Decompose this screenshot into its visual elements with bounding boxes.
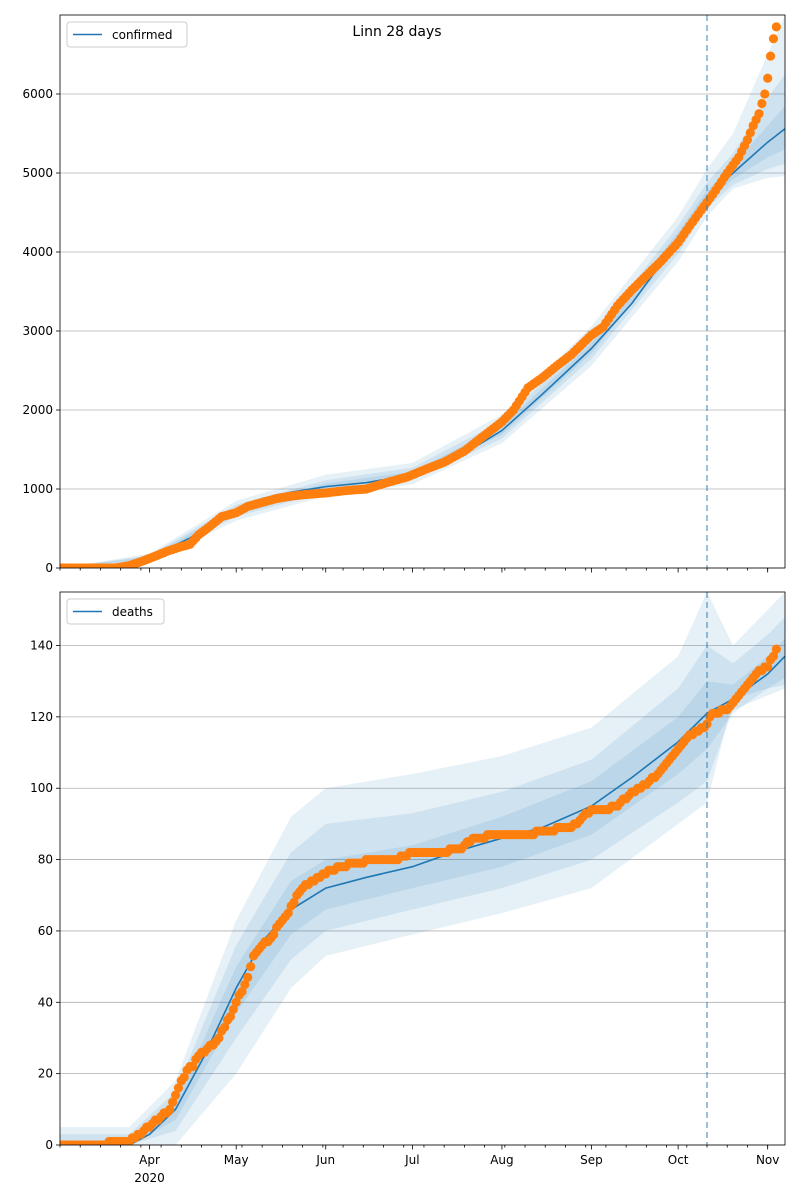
y-tick-label: 0	[45, 1138, 53, 1152]
y-tick-label: 4000	[22, 245, 53, 259]
observed-point	[168, 1097, 178, 1107]
x-tick-label: Jun	[315, 1153, 335, 1167]
x-tick-label: Apr	[139, 1153, 160, 1167]
y-tick-label: 0	[45, 561, 53, 575]
observed-point	[768, 34, 779, 44]
legend-box	[66, 21, 188, 48]
panel-deaths: 0 20 40 60 80 100 120 140 Apr May Jun Jul Aug Sep Oct N…	[30, 591, 786, 1185]
x-year-label: 2020	[134, 1171, 165, 1185]
observed-point	[754, 109, 764, 119]
chart-title: Linn 28 days	[352, 24, 441, 40]
observed-point	[246, 962, 256, 972]
observed-point	[283, 908, 293, 918]
uncertainty-band-3	[60, 105, 785, 568]
panel-confirmed: 0 1000 2000 3000 4000 5000 6000 confirmed	[22, 14, 786, 575]
plot-frame	[59, 591, 786, 1146]
observed-point	[170, 1090, 181, 1100]
x-tick-label: Jul	[404, 1153, 419, 1167]
legend-label: confirmed	[112, 28, 173, 42]
observed-point	[745, 128, 755, 138]
y-tick-label: 140	[30, 639, 53, 653]
y-tick-label: 3000	[22, 324, 53, 338]
observed-point	[231, 997, 241, 1007]
uncertainty-band-1	[60, 15, 785, 568]
observed-point	[220, 1022, 230, 1032]
y-tick-label: 120	[30, 710, 53, 724]
uncertainty-band-2	[60, 74, 785, 568]
observed-point	[742, 135, 753, 145]
observed-point	[760, 89, 770, 99]
observed-point	[771, 644, 781, 654]
uncertainty-band-3	[60, 638, 785, 1145]
observed-point	[763, 662, 773, 672]
x-tick-label: Oct	[668, 1153, 689, 1167]
y-tick-label: 6000	[22, 87, 53, 101]
observed-point	[763, 73, 773, 83]
plot-frame	[59, 14, 786, 569]
observed-point	[243, 972, 253, 982]
observed-point	[228, 1004, 238, 1015]
observed-point	[757, 98, 767, 109]
plot-data	[60, 592, 785, 1145]
x-tick-label: Nov	[756, 1153, 779, 1167]
y-tick-label: 2000	[22, 403, 53, 417]
y-tick-label: 1000	[22, 482, 53, 496]
observed-point	[771, 22, 781, 32]
legend-box	[66, 598, 165, 625]
y-tick-label: 100	[30, 781, 53, 795]
y-tick-label: 80	[38, 853, 53, 867]
observed-point	[225, 1011, 236, 1022]
observed-point	[179, 1072, 189, 1082]
y-tick-label: 5000	[22, 166, 53, 180]
uncertainty-band-2	[60, 616, 785, 1145]
observed-point	[165, 1104, 175, 1114]
observed-point	[768, 651, 779, 661]
observed-point	[269, 929, 279, 940]
y-tick-label: 60	[38, 924, 53, 938]
x-tick-label: Aug	[490, 1153, 513, 1167]
uncertainty-band-1	[60, 592, 785, 1145]
observed-point	[173, 1083, 184, 1093]
y-tick-label: 20	[38, 1067, 53, 1081]
observed-point	[188, 1061, 198, 1072]
legend: deaths	[66, 598, 165, 625]
legend: confirmed	[66, 21, 188, 48]
x-tick-label: May	[224, 1153, 249, 1167]
observed-point	[240, 979, 250, 990]
y-tick-label: 40	[38, 995, 53, 1009]
observed-point	[765, 51, 776, 61]
model-line	[60, 655, 785, 1145]
plot-data	[60, 15, 785, 568]
observed-point	[237, 986, 247, 997]
observed-point	[214, 1033, 224, 1043]
legend-label: deaths	[112, 605, 153, 619]
observed-point	[289, 897, 299, 907]
model-line	[60, 128, 785, 568]
x-tick-label: Sep	[580, 1153, 603, 1167]
